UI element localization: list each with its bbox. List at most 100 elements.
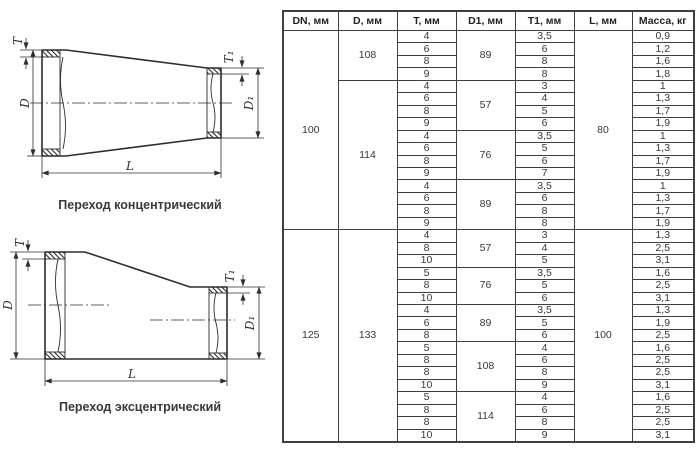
cell-t1: 6 [514, 403, 575, 418]
table-row: 8 6 2,5 [283, 328, 695, 343]
cell-t1: 5 [514, 279, 575, 293]
dimension-lines [10, 240, 265, 386]
cell-t: 4 [396, 229, 457, 243]
cell-t: 10 [396, 378, 457, 393]
cell-t: 8 [396, 154, 457, 169]
cell-mass: 1,7 [631, 154, 695, 169]
table-row: 100 108 4 89 3,5 80 0,9 [282, 29, 695, 231]
cell-mass: 1,6 [631, 391, 695, 405]
cell-t: 4 [396, 179, 457, 193]
cell-t: 8 [396, 241, 457, 256]
cell-t1: 9 [514, 428, 575, 443]
cell-t: 9 [396, 117, 457, 131]
cell-t: 8 [396, 54, 457, 69]
column-header: Масса, кг [631, 10, 695, 31]
cell-mass: 1,9 [631, 316, 695, 330]
dim-label-d: D [1, 300, 15, 311]
cell-mass: 1,3 [631, 142, 695, 156]
cell-t: 5 [396, 266, 457, 281]
table-row: 8 6 2,5 [283, 353, 695, 368]
table-row: 4 89 3,5 1,3 [283, 303, 695, 343]
cell-mass: 1,9 [631, 166, 695, 181]
concentric-reducer-diagram: T D T₁ D₁ L [11, 36, 264, 178]
column-header: T, мм [396, 10, 457, 31]
cell-mass: 2,5 [631, 353, 695, 368]
cell-t1: 3,5 [514, 179, 575, 193]
break-line [210, 73, 216, 133]
cell-dn: 125 [282, 229, 339, 443]
dim-label-t1: T₁ [223, 270, 237, 283]
cell-mass: 1,3 [631, 303, 695, 318]
cell-t1: 8 [514, 67, 575, 81]
dim-label-d: D [18, 98, 32, 109]
dim-label-d1: D₁ [242, 96, 256, 111]
cell-t1: 4 [514, 391, 575, 405]
column-header: L, мм [573, 10, 633, 31]
cell-d1: 108 [455, 341, 516, 393]
cell-t1: 5 [514, 254, 575, 268]
cell-mass: 1,6 [631, 54, 695, 69]
table-row: 8 8 1,7 [283, 204, 695, 218]
cell-mass: 2,5 [631, 328, 695, 343]
cell-t1: 5 [514, 142, 575, 156]
cell-t1: 3,5 [514, 266, 575, 281]
table-row: 9 8 1,9 [283, 216, 695, 231]
cell-t1: 7 [514, 166, 575, 181]
cell-t1: 8 [514, 366, 575, 380]
cell-t: 8 [396, 353, 457, 368]
cell-mass: 3,1 [631, 291, 695, 305]
cell-mass: 1,6 [631, 341, 695, 355]
cell-d1: 57 [455, 79, 516, 131]
table-row: 4 89 3,5 1 [283, 179, 695, 231]
cell-mass: 1,9 [631, 216, 695, 231]
column-header: D, мм [337, 10, 398, 31]
table-row: 6 5 1,9 [283, 316, 695, 330]
cell-t: 10 [396, 254, 457, 268]
table-row: 6 6 1,3 [283, 191, 695, 206]
dim-label-t1: T₁ [222, 51, 236, 64]
dim-label-t: T [11, 36, 25, 45]
cell-t1: 3,5 [514, 303, 575, 318]
cell-t: 5 [396, 391, 457, 405]
cell-d1: 114 [455, 391, 516, 443]
cell-mass: 1 [631, 179, 695, 193]
cell-t1: 8 [514, 416, 575, 430]
cell-mass: 2,5 [631, 403, 695, 418]
table-row: 5 108 4 1,6 [283, 341, 695, 393]
cell-d: 114 [337, 79, 398, 231]
cell-t: 6 [396, 191, 457, 206]
table-row: 5 114 4 1,6 [283, 391, 695, 443]
cell-t: 8 [396, 403, 457, 418]
cell-t: 6 [396, 142, 457, 156]
cell-d1: 57 [455, 229, 516, 268]
cell-t1: 4 [514, 92, 575, 106]
column-header: T1, мм [514, 10, 575, 31]
cell-d1: 76 [455, 129, 516, 181]
cell-t1: 3,5 [514, 129, 575, 144]
cell-t: 8 [396, 204, 457, 218]
table-row: 125 133 4 57 3 100 1,3 [282, 229, 695, 443]
cell-mass: 1 [631, 129, 695, 144]
table-row: 8 5 1,7 [283, 104, 695, 119]
dim-label-l: L [125, 159, 134, 173]
break-line [55, 258, 61, 353]
cell-t1: 6 [514, 353, 575, 368]
cell-t: 6 [396, 92, 457, 106]
table-row: 9 8 1,8 [283, 67, 695, 81]
cell-t: 8 [396, 104, 457, 119]
cell-t: 10 [396, 428, 457, 443]
cell-t1: 8 [514, 204, 575, 218]
cell-d: 133 [337, 229, 398, 443]
cell-d1: 89 [455, 303, 516, 343]
table-row: 8 8 1,6 [283, 54, 695, 69]
cell-mass: 2,5 [631, 279, 695, 293]
cell-mass: 1,6 [631, 266, 695, 281]
table-row: 6 4 1,3 [283, 92, 695, 106]
dimensions-table: DN, мм D, мм T, мм D1, мм T1, мм L, мм Масса, … [282, 10, 695, 443]
concentric-caption: Переход концентрический [58, 198, 222, 212]
cell-mass: 1,8 [631, 67, 695, 81]
cell-t1: 3 [514, 229, 575, 243]
cell-t: 5 [396, 341, 457, 355]
cell-t1: 9 [514, 378, 575, 393]
